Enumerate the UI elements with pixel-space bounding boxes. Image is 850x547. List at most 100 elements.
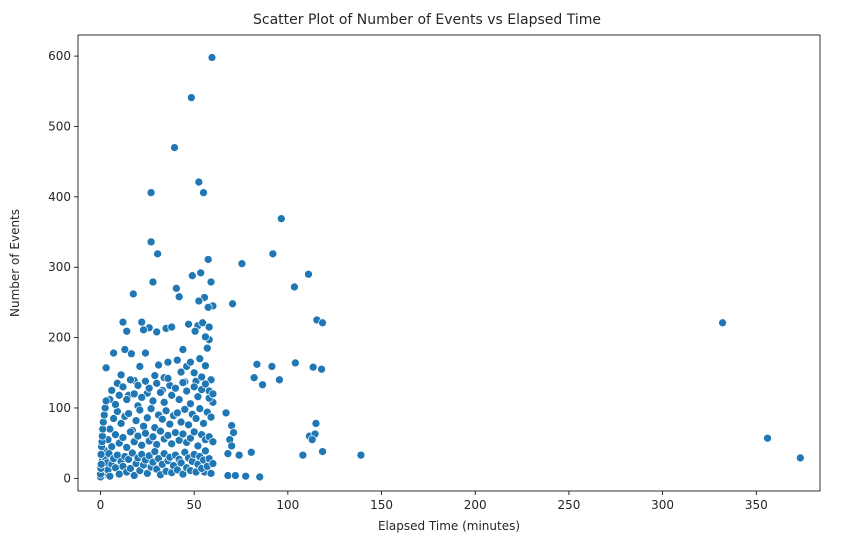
data-point <box>118 317 128 327</box>
data-point <box>152 378 162 388</box>
data-point <box>223 471 233 480</box>
data-point <box>122 326 132 336</box>
data-point <box>141 348 150 358</box>
data-point <box>187 271 197 281</box>
data-point <box>126 464 135 473</box>
data-point <box>186 399 195 409</box>
data-point <box>318 447 327 456</box>
data-point <box>255 472 265 482</box>
data-point <box>120 345 130 354</box>
data-point <box>186 433 195 443</box>
data-point <box>163 357 173 367</box>
data-point <box>356 450 366 460</box>
data-point <box>258 380 267 390</box>
x-tick-label: 100 <box>276 498 299 512</box>
y-axis-label: Number of Events <box>8 209 22 317</box>
data-point <box>317 364 326 374</box>
data-point <box>268 249 278 259</box>
chart-title: Scatter Plot of Number of Events vs Elap… <box>253 12 601 28</box>
data-point <box>101 396 111 406</box>
y-tick-label: 500 <box>48 119 71 133</box>
data-point <box>206 277 216 287</box>
data-point <box>126 375 135 385</box>
data-point <box>96 450 106 459</box>
data-point <box>176 367 186 377</box>
data-point <box>127 349 136 359</box>
data-point <box>105 471 115 481</box>
data-point <box>204 322 214 332</box>
data-point <box>187 93 196 102</box>
data-point <box>208 389 218 399</box>
data-point <box>165 419 175 429</box>
data-point <box>191 414 201 423</box>
data-point <box>291 358 300 368</box>
data-point <box>161 406 171 416</box>
data-point <box>201 379 210 389</box>
x-axis: 0 50 100 150 200 250 300 350 <box>97 491 768 512</box>
data-point <box>203 302 213 312</box>
data-point <box>109 414 118 423</box>
data-point <box>167 439 177 449</box>
data-point <box>201 332 210 342</box>
data-point <box>193 392 203 402</box>
y-tick-label: 400 <box>48 190 71 204</box>
data-point <box>228 299 237 309</box>
x-axis-label: Elapsed Time (minutes) <box>378 519 520 533</box>
data-point <box>172 355 182 365</box>
data-point <box>241 471 251 481</box>
data-point <box>144 383 154 393</box>
data-point <box>116 370 126 380</box>
data-point <box>304 269 313 279</box>
data-point <box>189 382 199 392</box>
data-point <box>156 426 165 436</box>
data-point <box>146 188 156 197</box>
data-point <box>171 383 180 393</box>
data-point <box>178 469 188 479</box>
data-point <box>194 177 204 187</box>
data-point <box>198 318 207 328</box>
data-point <box>318 318 327 328</box>
data-point <box>276 214 286 224</box>
data-point <box>148 432 158 442</box>
data-point <box>137 393 147 402</box>
data-point <box>124 454 133 464</box>
data-point <box>199 188 208 197</box>
data-point <box>141 428 150 438</box>
data-point <box>184 319 193 329</box>
data-point <box>308 362 318 372</box>
data-point <box>249 373 259 383</box>
data-point <box>201 361 210 371</box>
data-point <box>150 371 160 380</box>
data-point <box>118 433 128 442</box>
x-tick-label: 200 <box>464 498 487 512</box>
data-point <box>146 404 156 414</box>
x-tick-label: 250 <box>557 498 580 512</box>
data-point <box>290 282 299 292</box>
data-point <box>129 389 139 399</box>
data-point <box>124 409 133 418</box>
data-point <box>156 388 165 397</box>
points-layer <box>96 53 805 482</box>
data-point <box>184 420 193 430</box>
data-point <box>171 428 180 437</box>
x-tick-label: 150 <box>370 498 393 512</box>
data-point <box>189 427 199 437</box>
data-point <box>223 449 233 459</box>
data-point <box>154 360 163 370</box>
data-point <box>142 469 152 478</box>
data-point <box>207 53 217 62</box>
data-point <box>96 459 106 469</box>
data-point <box>142 413 152 423</box>
data-point <box>246 447 256 457</box>
data-point <box>275 375 284 385</box>
data-point <box>118 382 128 392</box>
data-point <box>795 453 805 463</box>
data-point <box>174 395 184 404</box>
data-point <box>153 249 162 259</box>
data-point <box>172 408 182 418</box>
data-point <box>111 400 120 409</box>
data-point <box>137 317 147 327</box>
data-point <box>135 362 145 371</box>
y-tick-label: 0 <box>63 471 71 485</box>
